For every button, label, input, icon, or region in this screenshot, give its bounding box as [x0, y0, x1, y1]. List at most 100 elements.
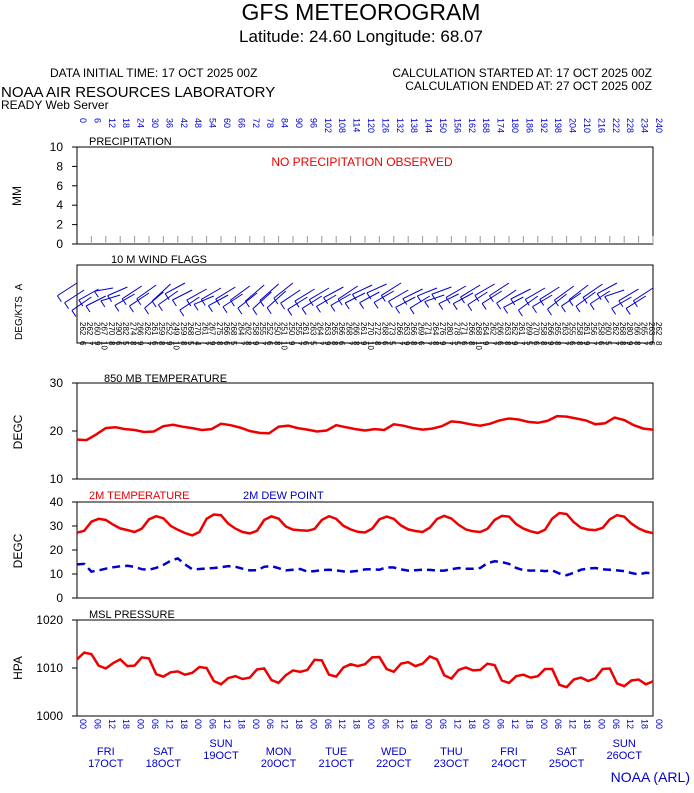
forecast-hour-label: 24: [136, 118, 146, 128]
forecast-hour-label: 204: [568, 118, 578, 133]
wind-speed-label: 8: [244, 341, 253, 346]
wind-speed-label: 6: [301, 341, 310, 346]
forecast-hour-label: 168: [481, 118, 491, 133]
calc-ended: CALCULATION ENDED AT: 27 OCT 2025 00Z: [405, 79, 652, 93]
wind-value-label: 264: [431, 322, 440, 336]
wind-value-label: 261: [200, 322, 209, 336]
t2m-temperature-line: [76, 511, 654, 537]
forecast-hour-label: 66: [236, 118, 246, 128]
wind-flag: [373, 290, 395, 303]
wind-value-label: 255: [294, 322, 303, 336]
wind-speed-label: 8: [539, 341, 548, 346]
wind-flag: [64, 289, 85, 304]
utc-hour-label: 06: [208, 719, 218, 729]
wind-speed-label: 7: [640, 341, 649, 346]
forecast-hour-label: 120: [366, 118, 376, 133]
wind-flag: [129, 292, 150, 307]
wind-flag-barb: [460, 296, 465, 304]
wind-flag: [604, 289, 625, 298]
wind-flag-barb: [524, 299, 530, 306]
wind-value-label: 265: [330, 322, 339, 336]
forecast-hour-label: 186: [524, 118, 534, 133]
wind-value-label: 259: [179, 322, 188, 336]
forecast-hour-label: 48: [193, 118, 203, 128]
utc-hour-label: 00: [424, 719, 434, 729]
pressure-yticks: 1000 1010 1020: [36, 613, 77, 723]
wind-flag-barb: [301, 308, 307, 315]
utc-hour-label: 12: [452, 719, 462, 729]
wind-flag: [186, 288, 207, 301]
wind-flag: [611, 296, 632, 309]
utc-hour-label: 12: [395, 719, 405, 729]
day-date: 17OCT: [88, 758, 124, 770]
day-date: 25OCT: [549, 758, 585, 770]
precipitation-title: PRECIPITATION: [89, 136, 172, 148]
wind-flag-barb: [56, 295, 62, 303]
wind-flag-barb: [445, 297, 451, 304]
wind-value-label: 262: [85, 322, 94, 336]
ytick-label: 40: [50, 495, 64, 509]
ytick-label: 30: [50, 519, 64, 533]
wind-speed-label: 8: [553, 341, 562, 346]
wind-value-label: 266: [222, 322, 231, 336]
wind-flag: [460, 284, 481, 298]
wind-flag: [164, 282, 186, 295]
ytick-label: 10: [50, 472, 64, 486]
wind-speed-label: 5: [604, 341, 613, 346]
wind-speed-label: 9: [251, 341, 260, 346]
wind-speed-label: 7: [344, 341, 353, 346]
wind-value-label: 258: [539, 322, 548, 336]
forecast-hour-label: 18: [121, 118, 131, 128]
wind-value-label: 264: [236, 322, 245, 336]
wind-flag-barb: [330, 305, 336, 312]
wind-flag-barb: [100, 300, 106, 308]
wind-flag: [121, 285, 143, 300]
ytick-label: 10: [50, 140, 64, 154]
wind-speed-label: 5: [121, 341, 130, 346]
wind-speed-label: 7: [611, 341, 620, 346]
utc-hour-label: 18: [294, 719, 304, 729]
wind-flag-barb: [532, 306, 537, 314]
precipitation-annotation: NO PRECIPITATION OBSERVED: [271, 155, 453, 169]
wind-flag-barb: [373, 302, 379, 309]
wind-flag-barb: [266, 307, 272, 315]
wind-value-label: 275: [215, 322, 224, 336]
wind-value-label: 268: [344, 322, 353, 336]
wind-flag-barb: [244, 300, 250, 308]
wind-flag-barb: [287, 309, 293, 316]
wind-value-label: 267: [100, 322, 109, 336]
forecast-hour-label: 162: [467, 118, 477, 133]
wind-speed-label: 9: [323, 341, 332, 346]
chart-subtitle: Latitude: 24.60 Longitude: 68.07: [239, 27, 483, 46]
forecast-hour-labels: 0 6 12 18 24 30 36 42 48 54 60 66 72 78 84 90 96 102 108 11…: [78, 118, 664, 133]
wind-flag: [554, 285, 575, 301]
wind-speed-label: 10: [280, 341, 289, 350]
wind-flag-barb: [395, 307, 401, 314]
wind-speed-label: 8: [179, 341, 188, 346]
wind-flag: [489, 282, 510, 297]
wind-value-label: 252: [265, 322, 274, 336]
wind-flag-barb: [467, 304, 473, 312]
t850-panel: 850 MB TEMPERATURE DEGC 10 20 30: [11, 373, 654, 486]
utc-hour-label: 18: [236, 719, 246, 729]
wind-flag: [582, 283, 603, 298]
utc-hour-label: 18: [409, 719, 419, 729]
wind-flag-barb: [510, 298, 516, 306]
wind-flag-barb: [215, 298, 221, 306]
wind-flag-barb: [337, 298, 343, 306]
wind-flag-barb: [144, 307, 149, 315]
wind-flag: [438, 293, 459, 305]
wind-value-label: 266: [352, 322, 361, 336]
wind-value-label: 261: [359, 322, 368, 336]
wind-value-label: 259: [157, 322, 166, 336]
wind-value-label: 266: [632, 322, 641, 336]
wind-speed-label: 7: [294, 341, 303, 346]
wind-speed-label: 9: [481, 341, 490, 346]
ytick-label: 0: [56, 591, 63, 605]
forecast-hour-label: 60: [222, 118, 232, 128]
wind-speed-label: 7: [236, 341, 245, 346]
utc-hour-label: 06: [611, 719, 621, 729]
wind-value-label: 250: [272, 322, 281, 336]
wind-flag-barb: [503, 307, 509, 314]
day-date: 26OCT: [606, 750, 642, 762]
